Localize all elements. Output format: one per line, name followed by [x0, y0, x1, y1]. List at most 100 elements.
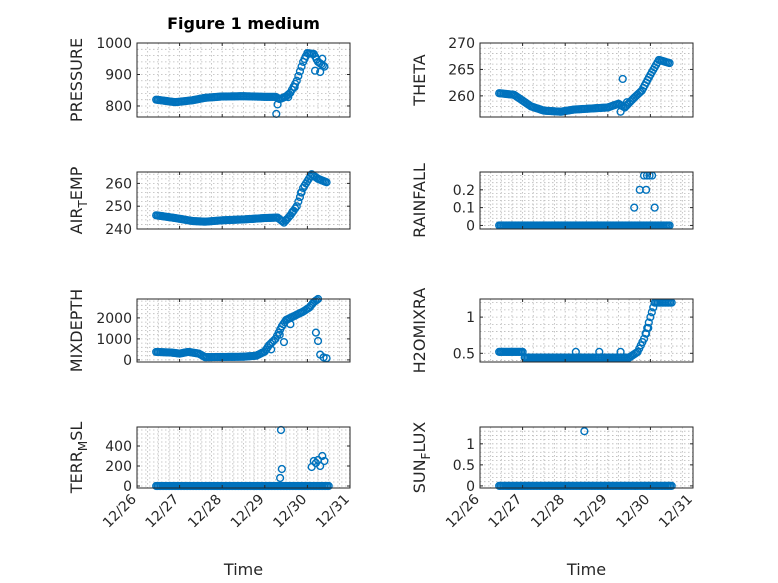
x-tick-label: 12/29 — [228, 492, 268, 532]
data-point — [273, 100, 282, 109]
data-point — [267, 345, 276, 354]
data-point — [665, 58, 674, 68]
x-tick-label: 12/26 — [443, 491, 483, 531]
data-point — [580, 427, 589, 436]
y-tick-label: 200 — [105, 459, 132, 475]
axes-box — [479, 42, 694, 118]
data-point — [309, 456, 318, 466]
data-point — [311, 328, 321, 337]
x-tick-label: 12/31 — [313, 492, 353, 532]
y-tick-label: 260 — [105, 176, 132, 192]
y-tick-label: 240 — [105, 222, 132, 238]
y-axis-label: H2OMIXRA — [410, 288, 429, 374]
data-point — [282, 215, 291, 224]
y-tick-label: 250 — [105, 199, 132, 215]
data-point — [646, 313, 655, 322]
data-point — [294, 197, 303, 206]
data-point — [571, 347, 580, 356]
data-point — [642, 329, 651, 338]
grid — [479, 171, 694, 230]
x-tick-label: 12/29 — [571, 492, 611, 532]
series-markers — [495, 171, 674, 230]
axes-box — [136, 42, 351, 118]
data-point — [312, 295, 321, 305]
data-point — [320, 456, 329, 466]
data-point — [295, 67, 305, 76]
y-tick-label: 400 — [105, 439, 132, 455]
data-point — [318, 451, 327, 461]
y-tick-label: 1000 — [96, 36, 132, 52]
x-axis-label: Time — [223, 560, 263, 579]
data-point — [288, 207, 297, 217]
data-point — [595, 347, 604, 356]
data-point — [275, 330, 284, 339]
data-point — [622, 98, 632, 107]
axes-box — [136, 171, 351, 230]
y-tick-label: 900 — [105, 67, 132, 83]
y-tick-label: 270 — [448, 36, 475, 52]
y-tick-label: 0.5 — [453, 346, 475, 362]
axes-box — [479, 171, 694, 230]
subplot-8: 12/26 12/27 12/28 12/29 12/30 12/31 0 0.5 1 SUNFL… — [410, 422, 696, 579]
data-point — [320, 62, 329, 71]
data-point — [277, 464, 286, 474]
data-point — [286, 320, 295, 329]
data-point — [667, 481, 676, 490]
data-point — [318, 54, 327, 63]
data-point — [284, 93, 293, 102]
y-tick-label: 0.5 — [453, 458, 475, 474]
data-point — [639, 334, 649, 343]
y-tick-label: 0 — [466, 218, 475, 234]
subplot-2: 260 265 270 THETA — [410, 36, 694, 118]
figure-title: Figure 1 medium — [167, 14, 320, 33]
series-markers — [152, 294, 331, 363]
data-point — [310, 66, 320, 75]
subplot-4: 00.1 0.2 RAINFALL — [410, 163, 694, 238]
data-point — [630, 203, 639, 212]
data-point — [650, 203, 659, 212]
y-tick-label: 1000 — [96, 332, 132, 348]
y-axis-label: TERRMSL — [67, 422, 90, 495]
x-axis-label: Time — [566, 560, 606, 579]
data-point — [324, 481, 333, 491]
data-point — [276, 473, 285, 483]
data-point — [279, 337, 289, 347]
y-axis-label: MIXDEPTH — [67, 289, 86, 372]
data-point — [294, 71, 303, 81]
y-axis-label: SUNFLUX — [410, 422, 433, 494]
y-axis-label: THETA — [410, 54, 429, 106]
y-tick-label: 1 — [466, 310, 475, 326]
data-point — [278, 217, 287, 226]
data-point — [292, 202, 301, 211]
data-point — [297, 62, 306, 71]
y-tick-label: 0.2 — [453, 183, 475, 199]
x-tick-label: 12/28 — [185, 492, 225, 532]
x-tick-label: 12/30 — [270, 492, 310, 532]
subplot-7: 12/26 12/27 12/28 12/29 12/30 12/31 0 200 400 TER… — [67, 422, 353, 579]
subplot-5: 0 1000 2000 MIXDEPTH — [67, 289, 351, 372]
y-tick-label: 0.1 — [453, 201, 475, 217]
series-markers — [495, 427, 676, 490]
series-markers — [152, 48, 329, 118]
y-axis-label: AIRTEMP — [67, 166, 90, 234]
y-axis-label: RAINFALL — [410, 163, 429, 238]
axes-box — [479, 298, 694, 363]
data-point — [616, 107, 625, 116]
data-point — [290, 82, 299, 92]
y-tick-label: 260 — [448, 89, 475, 105]
y-tick-label: 265 — [448, 62, 475, 78]
axes-box — [136, 298, 351, 363]
y-axis-label: PRESSURE — [67, 38, 86, 122]
series-markers — [152, 170, 331, 227]
series-markers — [152, 425, 333, 491]
data-point — [316, 461, 325, 471]
axes-box — [479, 426, 694, 489]
x-tick-label: 12/27 — [486, 492, 526, 532]
data-point — [295, 192, 305, 202]
x-tick-label: 12/28 — [528, 492, 568, 532]
y-tick-label: 800 — [105, 99, 132, 115]
data-point — [644, 318, 653, 327]
x-tick-label: 12/30 — [613, 492, 653, 532]
